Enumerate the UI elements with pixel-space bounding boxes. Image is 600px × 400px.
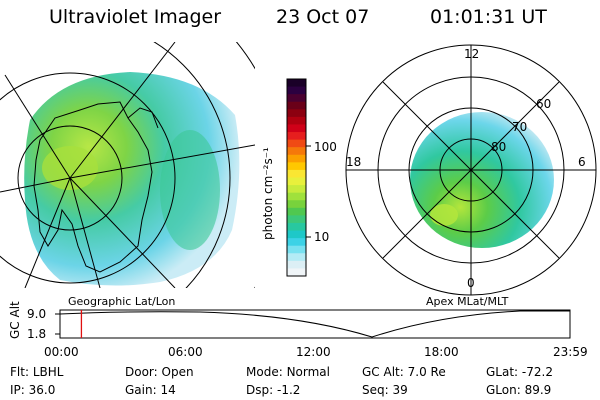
colorbar-swatch — [287, 253, 306, 262]
time-label: 01:01:31 UT — [430, 6, 547, 28]
colorbar-swatch — [287, 162, 306, 171]
timeline-xtick-0: 00:00 — [44, 345, 79, 359]
geographic-label: Geographic Lat/Lon — [68, 295, 176, 308]
timeline-ytick-high: 9.0 — [27, 307, 47, 321]
mlt-0-label: 0 — [467, 276, 475, 290]
mlat-80-label: 80 — [491, 140, 507, 154]
mlt-6-label: 6 — [578, 155, 586, 169]
colorbar-swatch — [287, 101, 306, 110]
altitude-timeline — [55, 309, 571, 339]
colorbar-swatch — [287, 116, 306, 125]
colorbar-swatch — [287, 109, 306, 118]
timeline-xtick-4: 23:59 — [553, 345, 588, 359]
gain-field: Gain: 14 — [125, 383, 176, 397]
timeline-xtick-2: 12:00 — [296, 345, 331, 359]
timeline-xtick-1: 06:00 — [168, 345, 203, 359]
timeline-xtick-3: 18:00 — [424, 345, 459, 359]
date-label: 23 Oct 07 — [276, 6, 370, 28]
colorbar-swatch — [287, 207, 306, 216]
geographic-image — [0, 42, 255, 288]
glon-field: GLon: 89.9 — [486, 383, 552, 397]
instrument-title: Ultraviolet Imager — [49, 6, 222, 28]
colorbar-swatch — [287, 245, 306, 254]
colorbar-swatch — [287, 177, 306, 186]
colorbar-swatch — [287, 139, 306, 148]
colorbar-swatch — [287, 268, 306, 277]
colorbar-swatch — [287, 86, 306, 95]
colorbar-swatch — [287, 94, 306, 103]
apex-label: Apex MLat/MLT — [426, 295, 509, 308]
seq-field: Seq: 39 — [362, 383, 408, 397]
mlt-18-label: 18 — [346, 155, 362, 169]
colorbar-unit-label: photon cm⁻²s⁻¹ — [261, 147, 275, 240]
colorbar-swatch — [287, 185, 306, 194]
gc-alt-field: GC Alt: 7.0 Re — [362, 365, 446, 379]
colorbar-swatch — [287, 124, 306, 133]
mlat-70-label: 70 — [512, 120, 528, 134]
colorbar-tick-100: 100 — [314, 140, 337, 154]
colorbar-swatch — [287, 238, 306, 247]
colorbar-swatch — [287, 79, 306, 88]
door-field: Door: Open — [125, 365, 194, 379]
colorbar-swatch — [287, 192, 306, 201]
timeline-axis-label: GC Alt — [8, 301, 22, 339]
colorbar — [286, 78, 311, 277]
colorbar-swatch — [287, 169, 306, 178]
ip-field: IP: 36.0 — [10, 383, 56, 397]
colorbar-swatch — [287, 132, 306, 141]
dsp-field: Dsp: -1.2 — [246, 383, 301, 397]
colorbar-swatch — [287, 230, 306, 239]
mlt-12-label: 12 — [464, 47, 480, 61]
mlat-60-label: 60 — [536, 97, 552, 111]
colorbar-swatch — [287, 154, 306, 163]
colorbar-swatch — [287, 147, 306, 156]
colorbar-swatch — [287, 260, 306, 269]
glat-field: GLat: -72.2 — [486, 365, 553, 379]
timeline-ytick-low: 1.8 — [27, 327, 47, 341]
colorbar-tick-10: 10 — [314, 230, 330, 244]
colorbar-swatch — [287, 222, 306, 232]
filter-field: Flt: LBHL — [10, 365, 64, 379]
mode-field: Mode: Normal — [246, 365, 330, 379]
polar-plot — [345, 44, 597, 296]
colorbar-swatch — [287, 215, 306, 224]
colorbar-swatch — [287, 200, 306, 209]
